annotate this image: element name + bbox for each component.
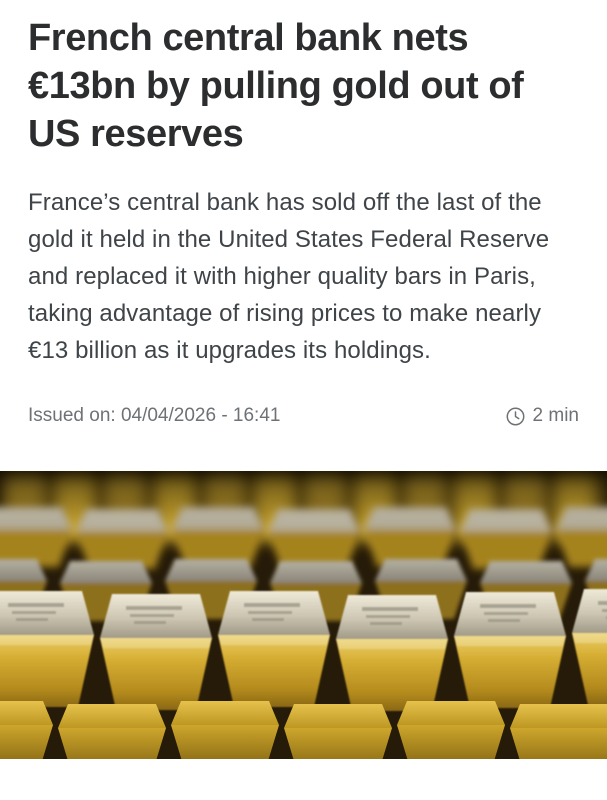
read-time-label: 2 min [532, 405, 579, 426]
article-content: French central bank nets €13bn by pullin… [28, 17, 579, 427]
article-headline: French central bank nets €13bn by pullin… [28, 17, 524, 155]
clock-icon [506, 407, 524, 425]
gold-bars-photo [0, 471, 607, 759]
issued-date: Issued on: 04/04/2026 - 16:41 [28, 405, 281, 426]
article-standfirst: France’s central bank has sold off the l… [28, 189, 550, 364]
article-meta: Issued on: 04/04/2026 - 16:41 2 min [28, 405, 579, 427]
gold-bars-illustration [0, 471, 607, 759]
read-time: 2 min [505, 405, 579, 427]
